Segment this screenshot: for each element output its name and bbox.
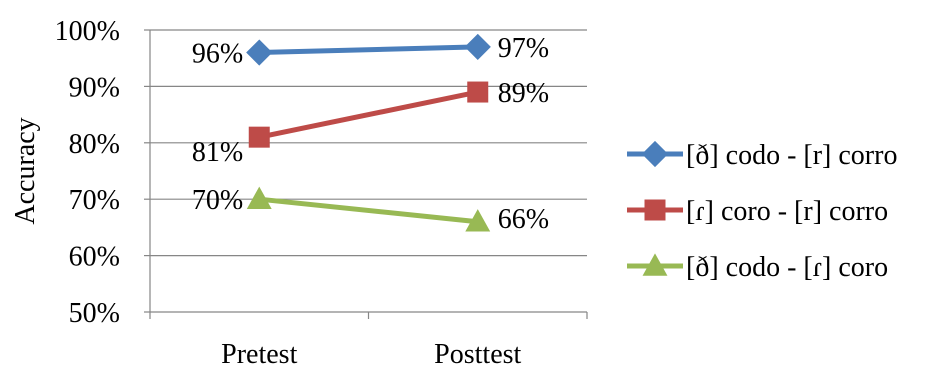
legend-entry: [ɾ] coro - [r] corro bbox=[627, 196, 888, 227]
square-marker bbox=[467, 81, 489, 103]
data-label: 70% bbox=[192, 185, 243, 216]
triangle-marker bbox=[246, 186, 272, 209]
square-marker bbox=[644, 199, 666, 221]
data-label: 81% bbox=[192, 137, 243, 168]
square-marker bbox=[248, 126, 270, 148]
triangle-marker bbox=[465, 209, 491, 232]
series-1: 96% 97% bbox=[192, 33, 549, 70]
y-tick-labels: 50% 60% 70% 80% 90% 100% bbox=[55, 16, 150, 329]
legend-entry: [ð] codo - [r] corro bbox=[627, 140, 897, 171]
diamond-marker bbox=[641, 140, 669, 168]
x-tick-label: Pretest bbox=[221, 339, 297, 367]
axes bbox=[149, 30, 588, 319]
data-label: 96% bbox=[192, 39, 243, 70]
y-tick-label: 90% bbox=[69, 72, 120, 103]
x-tick-labels: Pretest Posttest bbox=[221, 339, 521, 367]
legend-label: [ð] codo - [ɾ] coro bbox=[686, 252, 888, 283]
series-line bbox=[258, 196, 479, 225]
legend-entry: [ð] codo - [ɾ] coro bbox=[627, 252, 888, 283]
series-2: 81% 89% bbox=[192, 78, 549, 168]
data-label: 97% bbox=[498, 33, 549, 64]
data-label: 89% bbox=[498, 78, 549, 109]
triangle-marker bbox=[642, 253, 668, 276]
series-line bbox=[258, 89, 479, 140]
legend-label: [ɾ] coro - [r] corro bbox=[686, 196, 888, 227]
y-tick-label: 60% bbox=[69, 242, 120, 273]
legend-label: [ð] codo - [r] corro bbox=[686, 140, 897, 171]
y-tick-label: 70% bbox=[69, 185, 120, 216]
gridlines bbox=[150, 29, 587, 257]
y-tick-label: 80% bbox=[69, 129, 120, 160]
y-axis-title: Accuracy bbox=[10, 117, 41, 224]
series-group: 96% 97% 81% 89% 70% 66% bbox=[192, 33, 549, 235]
legend: [ð] codo - [r] corro [ɾ] coro - [r] corro… bbox=[627, 140, 897, 283]
diamond-marker bbox=[246, 39, 273, 66]
data-label: 66% bbox=[498, 204, 549, 235]
series-3: 70% 66% bbox=[192, 185, 549, 235]
x-tick-label: Posttest bbox=[434, 339, 521, 367]
y-tick-label: 50% bbox=[69, 298, 120, 329]
series-line bbox=[259, 44, 478, 56]
diamond-marker bbox=[464, 33, 491, 61]
y-tick-label: 100% bbox=[55, 16, 120, 47]
